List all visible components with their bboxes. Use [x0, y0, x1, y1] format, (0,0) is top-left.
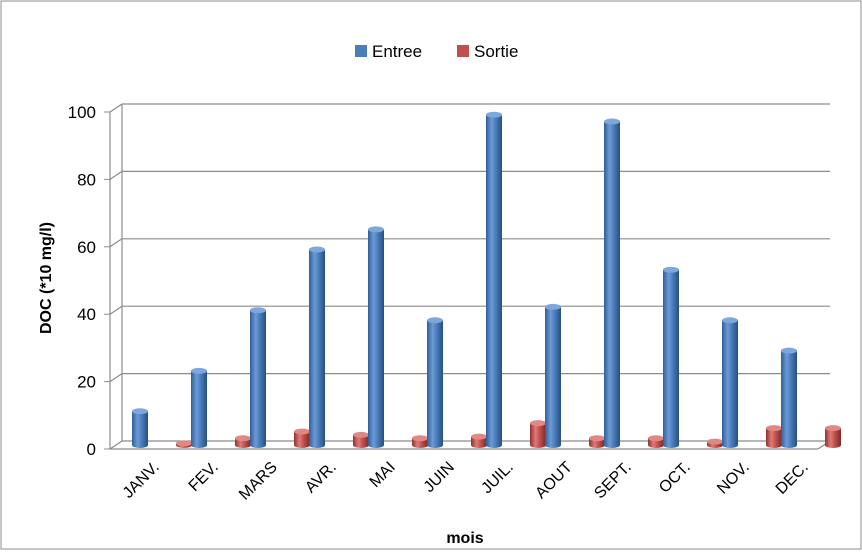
- bar-sortie: [648, 435, 664, 448]
- bar-sortie: [766, 425, 782, 448]
- bar-entree: [191, 367, 207, 448]
- bar-sortie: [353, 431, 369, 448]
- bar-entree: [722, 317, 738, 448]
- y-axis-label: DOC (*10 mg/l): [38, 222, 55, 334]
- bar-entree: [604, 118, 620, 448]
- y-tick-labels: 0 20 40 60 80 100: [68, 103, 96, 459]
- y-tick-label: 80: [77, 170, 96, 189]
- x-axis-label: mois: [446, 530, 483, 547]
- bar-entree: [427, 317, 443, 448]
- legend-label-entree: Entree: [372, 42, 422, 61]
- bar-entree: [132, 408, 148, 448]
- legend: Entree Sortie: [355, 42, 518, 61]
- y-tick-label: 60: [77, 238, 96, 257]
- gridlines: [109, 103, 830, 383]
- legend-swatch-entree: [355, 45, 367, 57]
- bar-entree: [309, 246, 325, 448]
- bar-entree: [663, 266, 679, 448]
- legend-swatch-sortie: [457, 45, 469, 57]
- bar-sortie: [176, 440, 192, 448]
- gridline-depth: [109, 373, 123, 383]
- bar-sortie: [825, 425, 841, 448]
- bar-sortie: [530, 420, 546, 448]
- y-tick-label: 20: [77, 373, 96, 392]
- gridline-depth: [109, 103, 123, 113]
- gridline-depth: [109, 170, 123, 180]
- legend-label-sortie: Sortie: [474, 42, 518, 61]
- y-tick-label: 40: [77, 305, 96, 324]
- y-tick-label: 100: [68, 103, 96, 122]
- bar-entree: [781, 347, 797, 448]
- y-tick-label: 0: [87, 440, 96, 459]
- bar-sortie: [235, 435, 251, 448]
- bar-sortie: [294, 428, 310, 448]
- bar-sortie: [707, 438, 723, 448]
- bar-sortie: [589, 435, 605, 448]
- floor-side-edge: [109, 440, 123, 450]
- bar-entree: [250, 307, 266, 448]
- gridline-depth: [109, 305, 123, 315]
- gridline-depth: [109, 238, 123, 248]
- bar-sortie: [412, 435, 428, 448]
- bar-entree: [545, 303, 561, 448]
- bar-entree: [486, 111, 502, 449]
- bar-sortie: [471, 433, 487, 448]
- bar-entree: [368, 226, 384, 448]
- bars: [132, 111, 841, 449]
